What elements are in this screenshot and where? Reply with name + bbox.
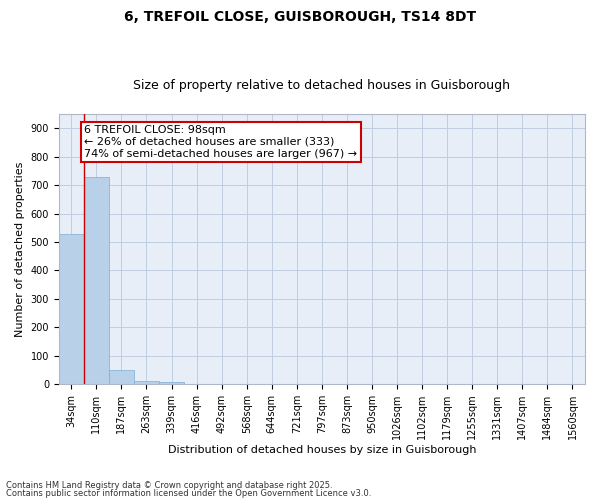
Bar	[109, 370, 134, 384]
X-axis label: Distribution of detached houses by size in Guisborough: Distribution of detached houses by size …	[167, 445, 476, 455]
Bar	[134, 382, 159, 384]
Text: 6 TREFOIL CLOSE: 98sqm
← 26% of detached houses are smaller (333)
74% of semi-de: 6 TREFOIL CLOSE: 98sqm ← 26% of detached…	[85, 126, 358, 158]
Text: Contains public sector information licensed under the Open Government Licence v3: Contains public sector information licen…	[6, 488, 371, 498]
Bar	[159, 382, 184, 384]
Bar	[84, 178, 109, 384]
Text: 6, TREFOIL CLOSE, GUISBOROUGH, TS14 8DT: 6, TREFOIL CLOSE, GUISBOROUGH, TS14 8DT	[124, 10, 476, 24]
Bar	[59, 234, 84, 384]
Y-axis label: Number of detached properties: Number of detached properties	[15, 162, 25, 336]
Text: Contains HM Land Registry data © Crown copyright and database right 2025.: Contains HM Land Registry data © Crown c…	[6, 481, 332, 490]
Title: Size of property relative to detached houses in Guisborough: Size of property relative to detached ho…	[133, 79, 511, 92]
